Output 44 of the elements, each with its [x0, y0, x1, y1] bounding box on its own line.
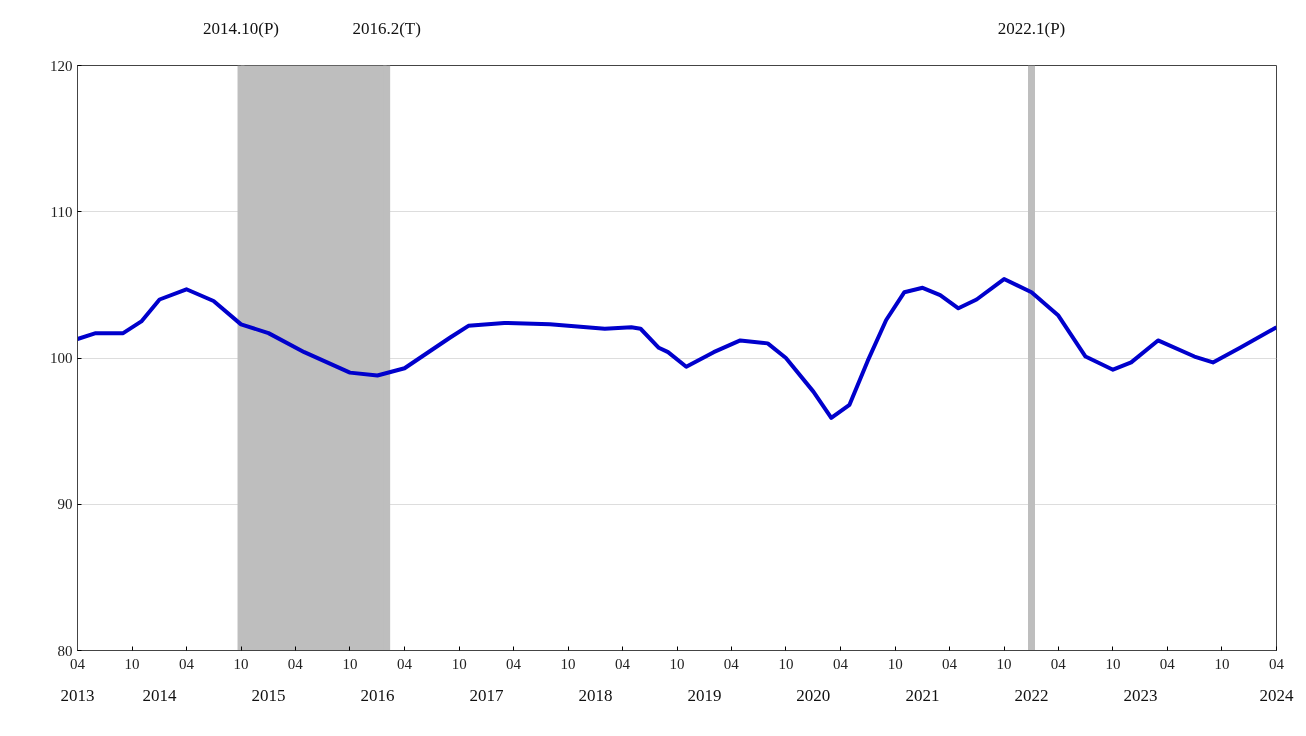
- x-tick-label: 04: [723, 655, 740, 672]
- x-tick-label: 10: [233, 655, 249, 672]
- y-tick-label: 120: [50, 57, 73, 74]
- x-tick-label: 04: [614, 655, 631, 672]
- y-tick-label: 100: [50, 350, 73, 366]
- ref-line-label: 2014.10(P): [203, 18, 280, 38]
- x-tick-label: 10: [996, 655, 1012, 672]
- x-tick-label: 10: [1214, 655, 1230, 672]
- x-tick-label: 04: [505, 655, 522, 672]
- x-tick-label: 10: [560, 655, 576, 672]
- x-tick-label: 04: [397, 655, 413, 672]
- x-tick-label: 04: [70, 655, 86, 672]
- x2-tick-label: 2022: [1014, 685, 1049, 705]
- x2-tick-label: 2013: [60, 685, 95, 705]
- x-tick-label: 10: [342, 655, 358, 672]
- y-tick-label: 110: [50, 203, 73, 220]
- x-tick-label: 10: [887, 655, 903, 672]
- x-tick-label: 10: [1105, 655, 1121, 672]
- x-tick-label: 10: [124, 655, 140, 672]
- x-tick-label: 04: [1269, 655, 1285, 672]
- x-tick-label: 04: [178, 655, 195, 672]
- x-tick-label: 04: [1050, 655, 1067, 672]
- ref-line-label: 2022.1(P): [997, 18, 1066, 38]
- x2-tick-label: 2023: [1123, 685, 1158, 705]
- x2-tick-label: 2016: [360, 685, 395, 705]
- x-tick-label: 04: [833, 655, 849, 672]
- x2-tick-label: 2017: [469, 685, 505, 705]
- x2-tick-label: 2024: [1259, 685, 1294, 705]
- x2-tick-label: 2015: [251, 685, 286, 705]
- x2-tick-label: 2014: [142, 685, 178, 705]
- x-tick-label: 04: [287, 655, 304, 672]
- ref-line-label: 2016.2(T): [352, 18, 421, 38]
- x2-tick-label: 2019: [687, 685, 722, 705]
- x2-tick-label: 2020: [796, 685, 831, 705]
- x2-tick-label: 2021: [905, 685, 940, 705]
- x-tick-label: 04: [1159, 655, 1176, 672]
- y-tick-label: 80: [57, 642, 73, 659]
- x-tick-label: 10: [451, 655, 467, 672]
- x-tick-label: 10: [669, 655, 685, 672]
- x2-tick-label: 2018: [578, 685, 613, 705]
- line-series: [77, 277, 1277, 420]
- y-tick-label: 90: [57, 496, 73, 513]
- x-tick-label: 04: [941, 655, 958, 672]
- x-tick-label: 10: [778, 655, 794, 672]
